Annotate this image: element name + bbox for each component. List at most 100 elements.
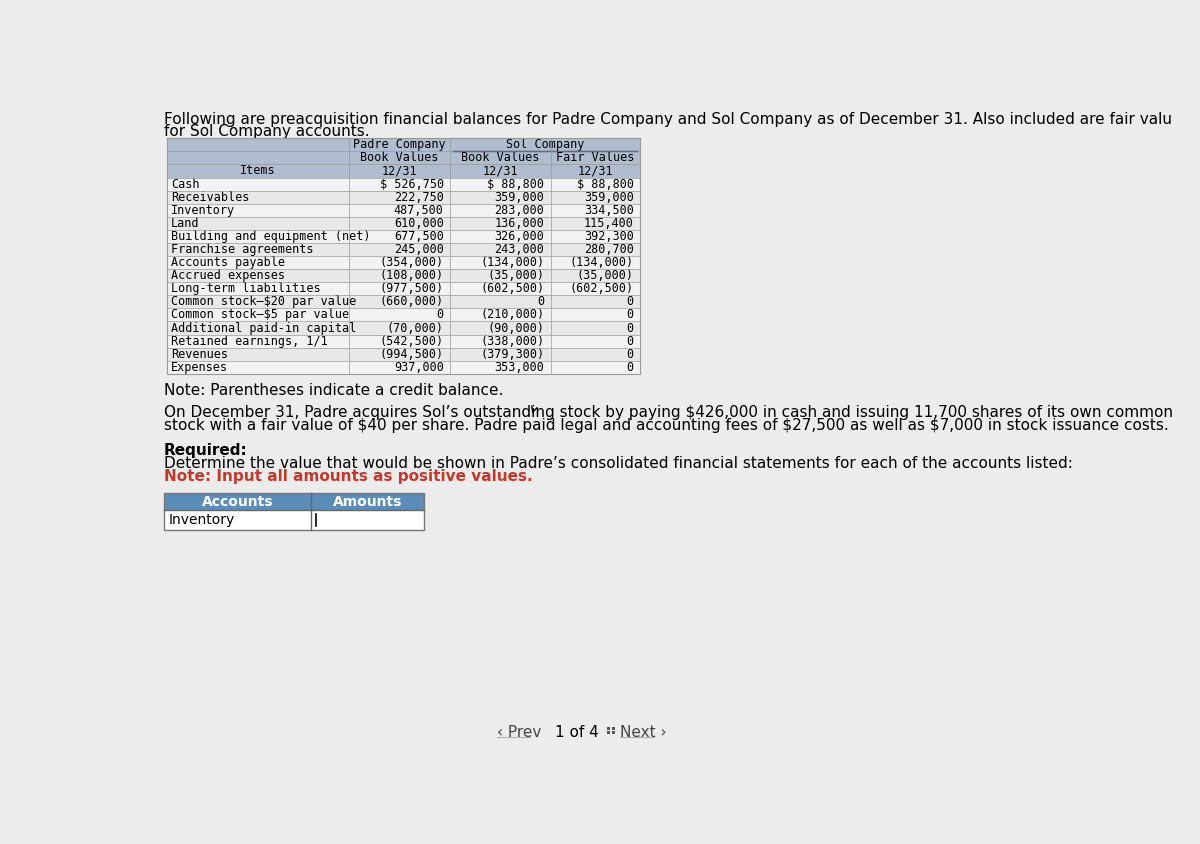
- Text: 359,000: 359,000: [494, 191, 545, 203]
- Text: 245,000: 245,000: [394, 243, 444, 256]
- Text: Next ›: Next ›: [619, 725, 666, 740]
- Text: for Sol Company accounts.: for Sol Company accounts.: [164, 124, 370, 139]
- Text: $ 88,800: $ 88,800: [577, 177, 634, 191]
- Bar: [607, 727, 611, 729]
- Text: 0: 0: [626, 295, 634, 308]
- Text: ‹ Prev: ‹ Prev: [497, 725, 541, 740]
- Bar: [167, 256, 640, 269]
- Text: (70,000): (70,000): [386, 322, 444, 334]
- Text: 392,300: 392,300: [583, 230, 634, 243]
- Text: 359,000: 359,000: [583, 191, 634, 203]
- Text: Padre Company: Padre Company: [353, 138, 446, 151]
- Text: (90,000): (90,000): [487, 322, 545, 334]
- Bar: [167, 138, 640, 177]
- Text: Fair Values: Fair Values: [556, 151, 635, 165]
- Bar: [167, 191, 640, 203]
- Text: (134,000): (134,000): [570, 256, 634, 269]
- Text: 677,500: 677,500: [394, 230, 444, 243]
- Text: Required:: Required:: [164, 443, 247, 458]
- Text: Accounts: Accounts: [202, 495, 274, 509]
- Text: (35,000): (35,000): [577, 269, 634, 282]
- Text: 136,000: 136,000: [494, 217, 545, 230]
- Bar: [164, 493, 424, 530]
- Text: 487,500: 487,500: [394, 203, 444, 217]
- Text: 283,000: 283,000: [494, 203, 545, 217]
- Text: Amounts: Amounts: [332, 495, 402, 509]
- Text: 0: 0: [538, 295, 545, 308]
- Bar: [167, 177, 640, 191]
- Text: (338,000): (338,000): [480, 334, 545, 348]
- Text: Revenues: Revenues: [170, 348, 228, 360]
- Text: Franchise agreements: Franchise agreements: [170, 243, 313, 256]
- Text: Retained earnings, 1/1: Retained earnings, 1/1: [170, 334, 328, 348]
- Text: (602,500): (602,500): [570, 282, 634, 295]
- Text: 280,700: 280,700: [583, 243, 634, 256]
- Text: 115,400: 115,400: [583, 217, 634, 230]
- Text: (379,300): (379,300): [480, 348, 545, 360]
- Text: 222,750: 222,750: [394, 191, 444, 203]
- Text: (35,000): (35,000): [487, 269, 545, 282]
- Text: (108,000): (108,000): [379, 269, 444, 282]
- Text: (354,000): (354,000): [379, 256, 444, 269]
- Bar: [167, 348, 640, 360]
- Text: 243,000: 243,000: [494, 243, 545, 256]
- Text: 0: 0: [626, 334, 634, 348]
- Text: Determine the value that would be shown in Padre’s consolidated financial statem: Determine the value that would be shown …: [164, 457, 1073, 471]
- Text: 12/31: 12/31: [482, 165, 518, 177]
- Text: 0: 0: [626, 361, 634, 374]
- Text: Additional paid-in capital: Additional paid-in capital: [170, 322, 356, 334]
- Bar: [167, 360, 640, 374]
- Text: Sol Company: Sol Company: [505, 138, 584, 151]
- Text: stock with a fair value of $40 per share. Padre paid legal and accounting fees o: stock with a fair value of $40 per share…: [164, 418, 1169, 433]
- Text: (602,500): (602,500): [480, 282, 545, 295]
- Bar: [167, 269, 640, 282]
- Bar: [167, 230, 640, 243]
- Text: 334,500: 334,500: [583, 203, 634, 217]
- Text: Common stock–$5 par value: Common stock–$5 par value: [170, 308, 349, 322]
- Bar: [164, 493, 424, 510]
- Text: Note: Parentheses indicate a credit balance.: Note: Parentheses indicate a credit bala…: [164, 383, 503, 398]
- Text: Building and equipment (net): Building and equipment (net): [170, 230, 371, 243]
- Text: Receivables: Receivables: [170, 191, 250, 203]
- Text: Common stock–$20 par value: Common stock–$20 par value: [170, 295, 356, 308]
- Text: 610,000: 610,000: [394, 217, 444, 230]
- Text: (210,000): (210,000): [480, 308, 545, 322]
- Bar: [607, 731, 611, 734]
- Text: Accrued expenses: Accrued expenses: [170, 269, 284, 282]
- Bar: [167, 203, 640, 217]
- Text: 0: 0: [626, 322, 634, 334]
- Text: (134,000): (134,000): [480, 256, 545, 269]
- Text: Accounts payable: Accounts payable: [170, 256, 284, 269]
- Text: On December 31, Padre acquires Sol’s outstanding stock by paying $426,000 in cas: On December 31, Padre acquires Sol’s out…: [164, 404, 1172, 419]
- Text: Following are preacquisition financial balances for Padre Company and Sol Compan: Following are preacquisition financial b…: [164, 112, 1172, 127]
- Text: 0: 0: [626, 308, 634, 322]
- Text: (542,500): (542,500): [379, 334, 444, 348]
- Bar: [164, 510, 424, 530]
- Bar: [612, 727, 616, 729]
- Text: 937,000: 937,000: [394, 361, 444, 374]
- Bar: [167, 217, 640, 230]
- Text: Land: Land: [170, 217, 199, 230]
- Bar: [612, 731, 616, 734]
- Text: Note: Input all amounts as positive values.: Note: Input all amounts as positive valu…: [164, 469, 533, 484]
- Text: Long-term liabilities: Long-term liabilities: [170, 282, 320, 295]
- Text: Inventory: Inventory: [168, 513, 235, 528]
- Text: 353,000: 353,000: [494, 361, 545, 374]
- Text: (977,500): (977,500): [379, 282, 444, 295]
- Text: Inventory: Inventory: [170, 203, 235, 217]
- Text: $ 526,750: $ 526,750: [379, 177, 444, 191]
- Text: Book Values: Book Values: [461, 151, 540, 165]
- Text: Cash: Cash: [170, 177, 199, 191]
- Text: (994,500): (994,500): [379, 348, 444, 360]
- Text: 326,000: 326,000: [494, 230, 545, 243]
- Text: 0: 0: [437, 308, 444, 322]
- Text: 12/31: 12/31: [577, 165, 613, 177]
- Bar: [167, 138, 640, 374]
- Text: Book Values: Book Values: [360, 151, 439, 165]
- Text: 12/31: 12/31: [382, 165, 418, 177]
- Text: 0: 0: [626, 348, 634, 360]
- Text: Items: Items: [240, 165, 276, 177]
- Bar: [167, 334, 640, 348]
- Text: 1 of 4: 1 of 4: [554, 725, 599, 740]
- Text: $ 88,800: $ 88,800: [487, 177, 545, 191]
